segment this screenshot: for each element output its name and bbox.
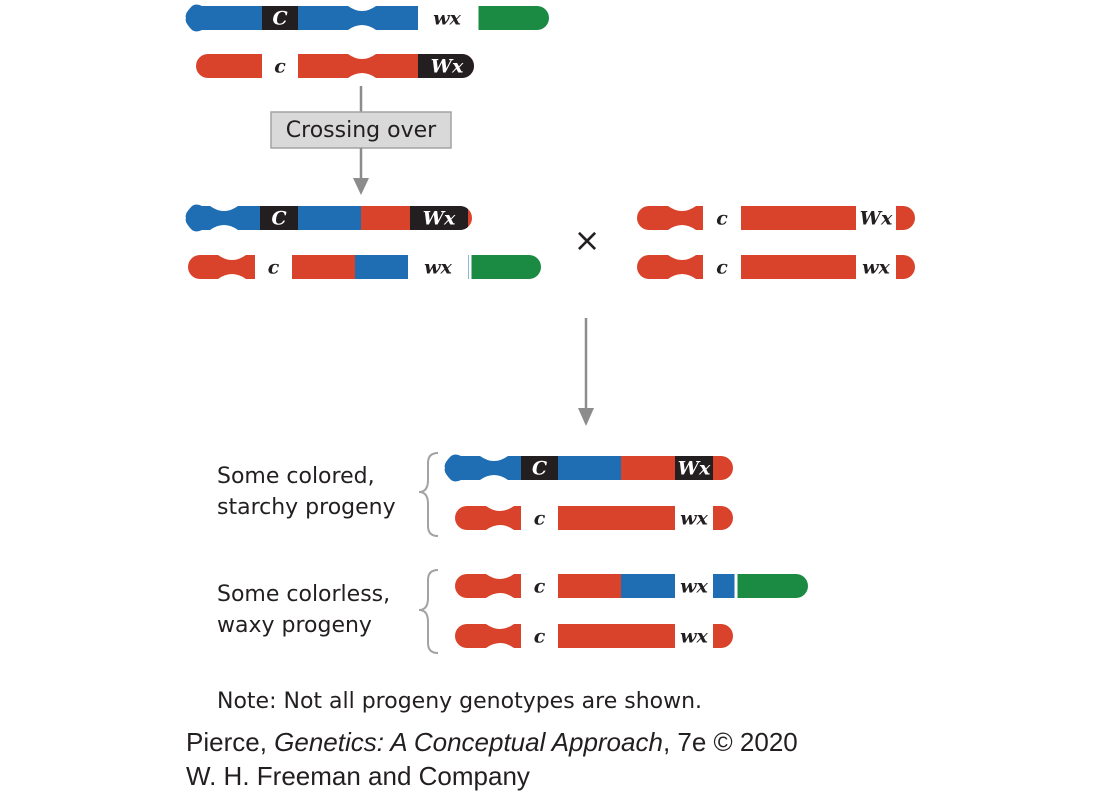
chromosome-tester-1: c Wx bbox=[637, 206, 915, 230]
gene-label-c: c bbox=[274, 56, 286, 78]
chromosome-progeny-1a: C Wx bbox=[444, 454, 733, 482]
gene-band-wx bbox=[675, 624, 713, 648]
chromosome-progeny-2a: c wx bbox=[455, 574, 808, 598]
crossing-over-box bbox=[270, 111, 452, 149]
gene-label-wx: wx bbox=[862, 257, 890, 279]
gene-label-C: C bbox=[272, 8, 287, 30]
credit-edition: , 7e © 2020 bbox=[662, 727, 798, 757]
gene-label-c: c bbox=[534, 576, 546, 598]
gene-label-Wx: Wx bbox=[678, 458, 711, 480]
chromosome-progeny-2b: c wx bbox=[455, 624, 733, 648]
gene-band-c bbox=[521, 624, 558, 648]
progeny-label-1-line2: starchy progeny bbox=[217, 495, 396, 520]
gene-label-C: C bbox=[532, 458, 547, 480]
chromosome-tester-2: c wx bbox=[637, 255, 915, 279]
gene-band-C bbox=[521, 454, 558, 482]
cross-symbol: × bbox=[574, 221, 601, 259]
gene-band-c bbox=[703, 255, 741, 279]
gene-band-C bbox=[260, 204, 298, 232]
gene-band-c bbox=[703, 206, 741, 230]
gene-band-Wx bbox=[418, 54, 474, 78]
gene-band-wx bbox=[675, 574, 713, 598]
arrow-down-icon bbox=[578, 408, 594, 426]
gene-band-Wx bbox=[856, 206, 896, 230]
gene-label-wx: wx bbox=[680, 508, 708, 530]
gene-label-c: c bbox=[716, 208, 728, 230]
credit-line-1: Pierce, Genetics: A Conceptual Approach,… bbox=[186, 727, 798, 758]
crossing-over-label: Crossing over bbox=[286, 118, 437, 143]
chromosome-segment-green bbox=[477, 4, 549, 32]
gene-label-c: c bbox=[534, 626, 546, 648]
gene-band-c bbox=[521, 574, 558, 598]
credit-line-2: W. H. Freeman and Company bbox=[186, 761, 530, 791]
chromosome-recombinant-2: c wx bbox=[188, 255, 541, 279]
gene-label-Wx: Wx bbox=[423, 208, 456, 230]
credit-book-title: Genetics: A Conceptual Approach bbox=[274, 727, 663, 757]
gene-band-c bbox=[262, 54, 298, 78]
gene-label-wx: wx bbox=[424, 257, 452, 279]
chromosome-segment-green bbox=[736, 574, 808, 598]
chromosome-recombinant-1: C Wx bbox=[185, 204, 472, 232]
gene-label-Wx: Wx bbox=[431, 56, 464, 78]
gene-band-c bbox=[255, 255, 292, 279]
arrow-down-icon bbox=[353, 178, 369, 195]
gene-band-wx bbox=[418, 4, 476, 32]
gene-band-c bbox=[521, 506, 558, 530]
segment-divider bbox=[475, 4, 479, 32]
segment-divider bbox=[468, 255, 472, 279]
gene-label-wx: wx bbox=[680, 576, 708, 598]
gene-band-Wx bbox=[675, 454, 713, 482]
gene-band-wx bbox=[856, 255, 896, 279]
gene-label-c: c bbox=[716, 257, 728, 279]
segment-divider bbox=[734, 574, 738, 598]
gene-label-wx: wx bbox=[433, 8, 461, 30]
gene-label-Wx: Wx bbox=[860, 208, 893, 230]
gene-band-wx bbox=[408, 255, 468, 279]
gene-label-c: c bbox=[268, 257, 280, 279]
gene-band-C bbox=[262, 4, 298, 32]
gene-label-c: c bbox=[534, 508, 546, 530]
gene-label-C: C bbox=[271, 208, 286, 230]
gene-band-wx bbox=[675, 506, 713, 530]
chromosome-segment-green bbox=[470, 255, 541, 279]
progeny-label-2-line1: Some colorless, bbox=[217, 582, 390, 607]
progeny-label-1-line1: Some colored, bbox=[217, 464, 375, 489]
brace-colorless-waxy bbox=[418, 569, 439, 654]
chromosome-progeny-1b: c wx bbox=[455, 506, 733, 530]
note-text: Note: Not all progeny genotypes are show… bbox=[217, 689, 702, 714]
gene-label-wx: wx bbox=[680, 626, 708, 648]
chromosome-top-red: c Wx bbox=[196, 54, 474, 78]
progeny-label-2-line2: waxy progeny bbox=[217, 613, 372, 638]
credit-author: Pierce, bbox=[186, 727, 267, 757]
brace-colored-starchy bbox=[418, 452, 439, 537]
gene-band-Wx bbox=[410, 204, 468, 232]
